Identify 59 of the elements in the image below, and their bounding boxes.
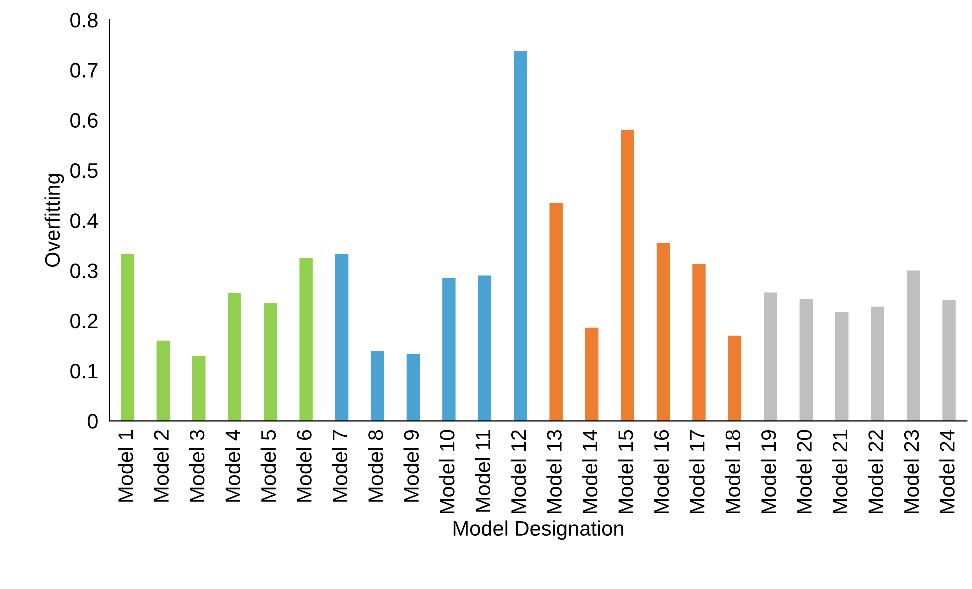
x-tick-label: Model 6 [296,430,312,502]
x-tick-label: Model 7 [332,430,348,502]
x-axis-title: Model Designation [454,520,624,540]
bar [228,293,242,422]
y-tick-label: 0 [88,414,98,429]
x-tick-label: Model 21 [832,430,848,514]
y-tick-label: 0.6 [70,113,98,128]
bar [764,292,778,422]
bar [906,270,920,422]
bar [300,258,313,422]
bar [621,130,634,422]
y-tick-label: 0.5 [70,163,98,178]
x-tick-label: Model 13 [546,430,562,514]
bar [335,254,349,422]
bar [371,350,384,422]
bar [550,203,563,422]
bar [514,51,528,422]
x-tick-label: Model 4 [225,430,240,502]
x-tick-label: Model 12 [510,430,526,514]
bar [442,278,456,422]
y-axis-title: Overfitting [44,174,64,268]
y-tick-label: 0.7 [70,63,98,78]
x-tick-label: Model 3 [189,430,205,502]
y-tick-label: 0.2 [70,314,98,329]
y-tick-label: 0.3 [70,264,98,278]
bar [692,264,706,422]
x-tick-label: Model 24 [940,430,955,514]
bar [728,336,742,422]
bar [156,340,170,422]
bar [264,303,278,422]
x-tick-label: Model 23 [904,430,920,514]
x-tick-label: Model 2 [154,430,170,502]
bar [192,356,206,422]
x-tick-label: Model 17 [690,430,705,514]
x-tick-label: Model 18 [725,430,741,514]
bar [800,299,814,422]
x-tick-label: Model 14 [582,430,598,514]
bar [942,300,956,422]
x-tick-label: Model 15 [618,430,634,514]
bar [406,354,420,422]
x-tick-label: Model 22 [868,430,884,514]
x-tick-label: Model 8 [368,430,384,502]
x-tick-label: Model 1 [118,430,134,502]
bar [871,306,884,422]
x-tick-label: Model 20 [796,430,812,514]
bar [121,254,134,422]
x-tick-label: Model 10 [439,430,455,514]
bar [656,243,670,422]
x-tick-label: Model 5 [260,430,276,502]
bar [585,328,599,422]
y-tick-label: 0.4 [70,214,98,228]
x-tick-label: Model 16 [654,430,670,514]
y-tick-label: 0.1 [70,364,98,379]
x-tick-label: Model 11 [475,430,490,512]
x-tick-label: Model 9 [404,430,420,502]
bar [478,276,492,422]
bar [836,312,849,422]
y-tick-label: 0.8 [70,13,98,28]
x-tick-label: Model 19 [760,430,776,514]
